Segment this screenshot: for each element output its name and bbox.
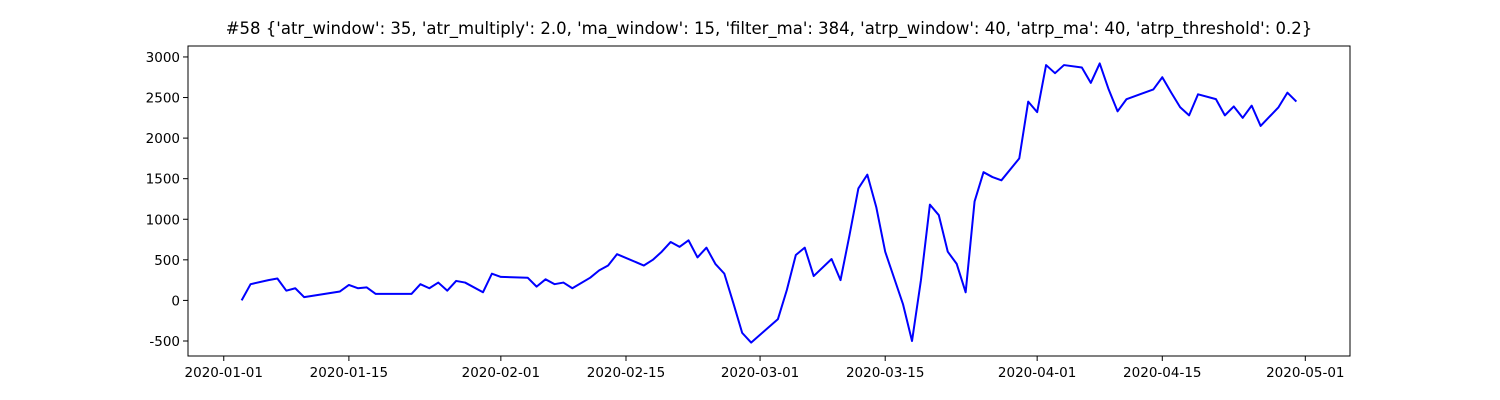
x-tick-label: 2020-03-01: [721, 365, 799, 381]
y-tick-label: 2500: [146, 91, 180, 107]
x-tick-label: 2020-02-01: [462, 365, 540, 381]
line-series: [240, 62, 1298, 344]
y-tick-label: 2000: [146, 131, 180, 147]
x-tick-label: 2020-01-01: [185, 365, 263, 381]
y-tick-label: 1500: [146, 172, 180, 188]
y-tick-label: 3000: [146, 50, 180, 66]
y-tick-label: -500: [149, 334, 180, 350]
chart-title: #58 {'atr_window': 35, 'atr_multiply': 2…: [226, 19, 1313, 39]
y-tick-label: 0: [171, 293, 180, 309]
x-tick-label: 2020-04-15: [1123, 365, 1201, 381]
y-tick-label: 1000: [146, 212, 180, 228]
x-tick-label: 2020-02-15: [587, 365, 665, 381]
x-tick-label: 2020-04-01: [998, 365, 1076, 381]
x-tick-label: 2020-05-01: [1266, 365, 1344, 381]
x-tick-label: 2020-01-15: [310, 365, 388, 381]
y-tick-label: 500: [154, 253, 180, 269]
plot-frame: [187, 45, 1351, 357]
x-tick-label: 2020-03-15: [846, 365, 924, 381]
